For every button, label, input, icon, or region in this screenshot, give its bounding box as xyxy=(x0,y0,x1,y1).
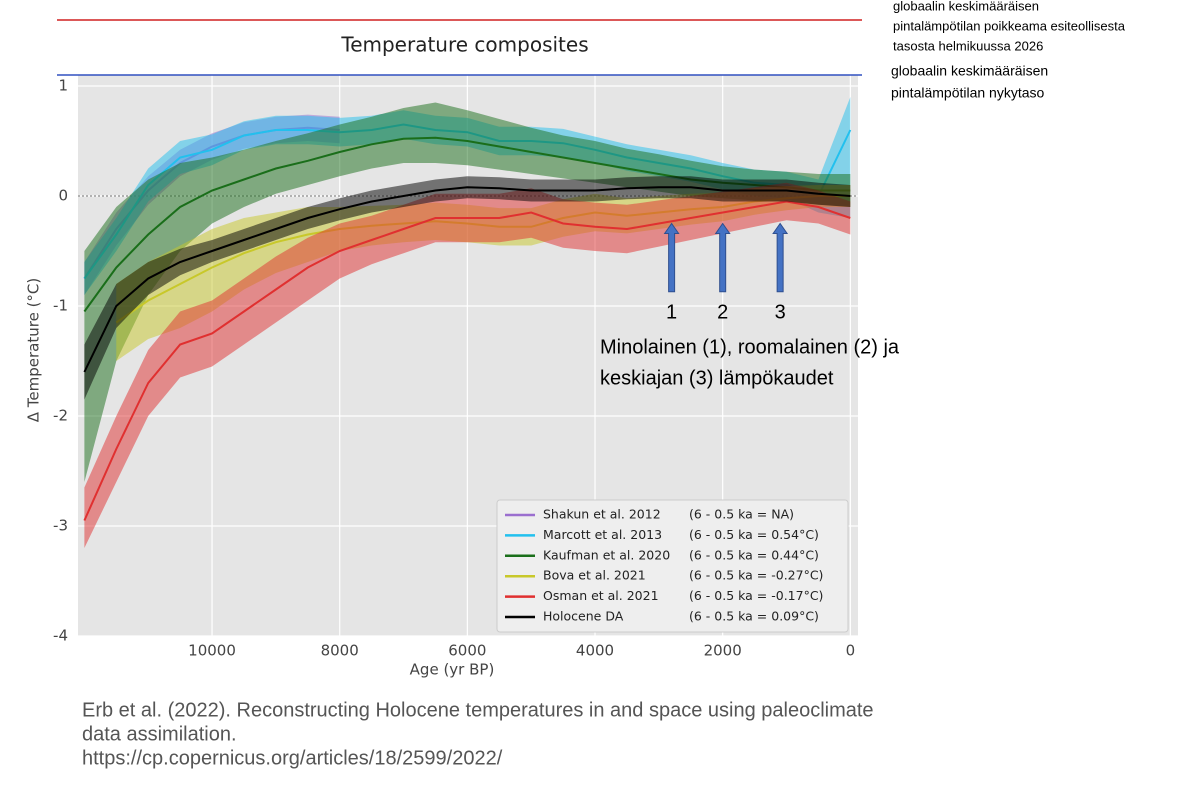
x-tick-label: 10000 xyxy=(188,642,236,660)
arrow xyxy=(772,222,789,293)
y-tick-label: 0 xyxy=(58,187,68,205)
legend-note: (6 - 0.5 ka = -0.27°C) xyxy=(689,568,823,583)
arrow-label: 1 xyxy=(666,301,677,323)
y-tick-label: 1 xyxy=(58,77,68,95)
legend-label: Marcott et al. 2013 xyxy=(543,527,662,542)
y-tick-label: -1 xyxy=(53,297,68,315)
series-line xyxy=(83,200,851,521)
legend-label: Bova et al. 2021 xyxy=(543,568,646,583)
y-axis-label: Δ Temperature (°C) xyxy=(25,278,43,423)
reference-label: pintalämpötilan nykytaso xyxy=(891,85,1045,101)
uncertainty-band xyxy=(84,176,851,400)
reference-label: tasosta helmikuussa 2026 xyxy=(893,38,1043,53)
x-tick-label: 0 xyxy=(846,642,856,660)
y-tick-label: -3 xyxy=(53,517,68,535)
legend-note: (6 - 0.5 ka = 0.09°C) xyxy=(689,609,819,624)
x-tick-label: 8000 xyxy=(321,642,359,660)
reference-label: globaalin keskimääräisen xyxy=(891,63,1048,79)
x-tick-label: 2000 xyxy=(704,642,742,660)
reference-label: pintalämpötilan poikkeama esiteollisesta xyxy=(893,18,1126,33)
source: Erb et al. (2022). Reconstructing Holoce… xyxy=(82,699,874,721)
legend-box xyxy=(496,499,849,633)
legend-note: (6 - 0.5 ka = -0.17°C) xyxy=(689,588,823,603)
legend-label: Kaufman et al. 2020 xyxy=(543,547,670,562)
legend-label: Osman et al. 2021 xyxy=(543,588,659,603)
legend-label: Holocene DA xyxy=(543,609,624,624)
uncertainty-band xyxy=(84,182,851,549)
x-tick-label: 6000 xyxy=(448,642,486,660)
arrow xyxy=(714,222,731,293)
source: https://cp.copernicus.org/articles/18/25… xyxy=(82,747,503,769)
reference-label: globaalin keskimääräisen xyxy=(893,0,1039,13)
arrow-label: 3 xyxy=(775,301,786,323)
series-line xyxy=(83,186,851,373)
y-tick-label: -2 xyxy=(53,407,68,425)
arrow-label: 2 xyxy=(717,301,728,323)
x-tick-label: 4000 xyxy=(576,642,614,660)
legend-note: (6 - 0.5 ka = NA) xyxy=(689,507,794,522)
annotation: keskiajan (3) lämpökaudet xyxy=(600,367,834,389)
source: data assimilation. xyxy=(82,723,237,745)
legend-label: Shakun et al. 2012 xyxy=(543,507,661,522)
annotation: Minolainen (1), roomalainen (2) ja xyxy=(600,336,900,358)
chart-title: Temperature composites xyxy=(340,33,588,57)
x-axis-label: Age (yr BP) xyxy=(410,661,495,679)
legend-note: (6 - 0.5 ka = 0.44°C) xyxy=(689,547,819,562)
legend-note: (6 - 0.5 ka = 0.54°C) xyxy=(689,527,819,542)
y-tick-label: -4 xyxy=(53,627,68,645)
arrow xyxy=(663,222,680,293)
